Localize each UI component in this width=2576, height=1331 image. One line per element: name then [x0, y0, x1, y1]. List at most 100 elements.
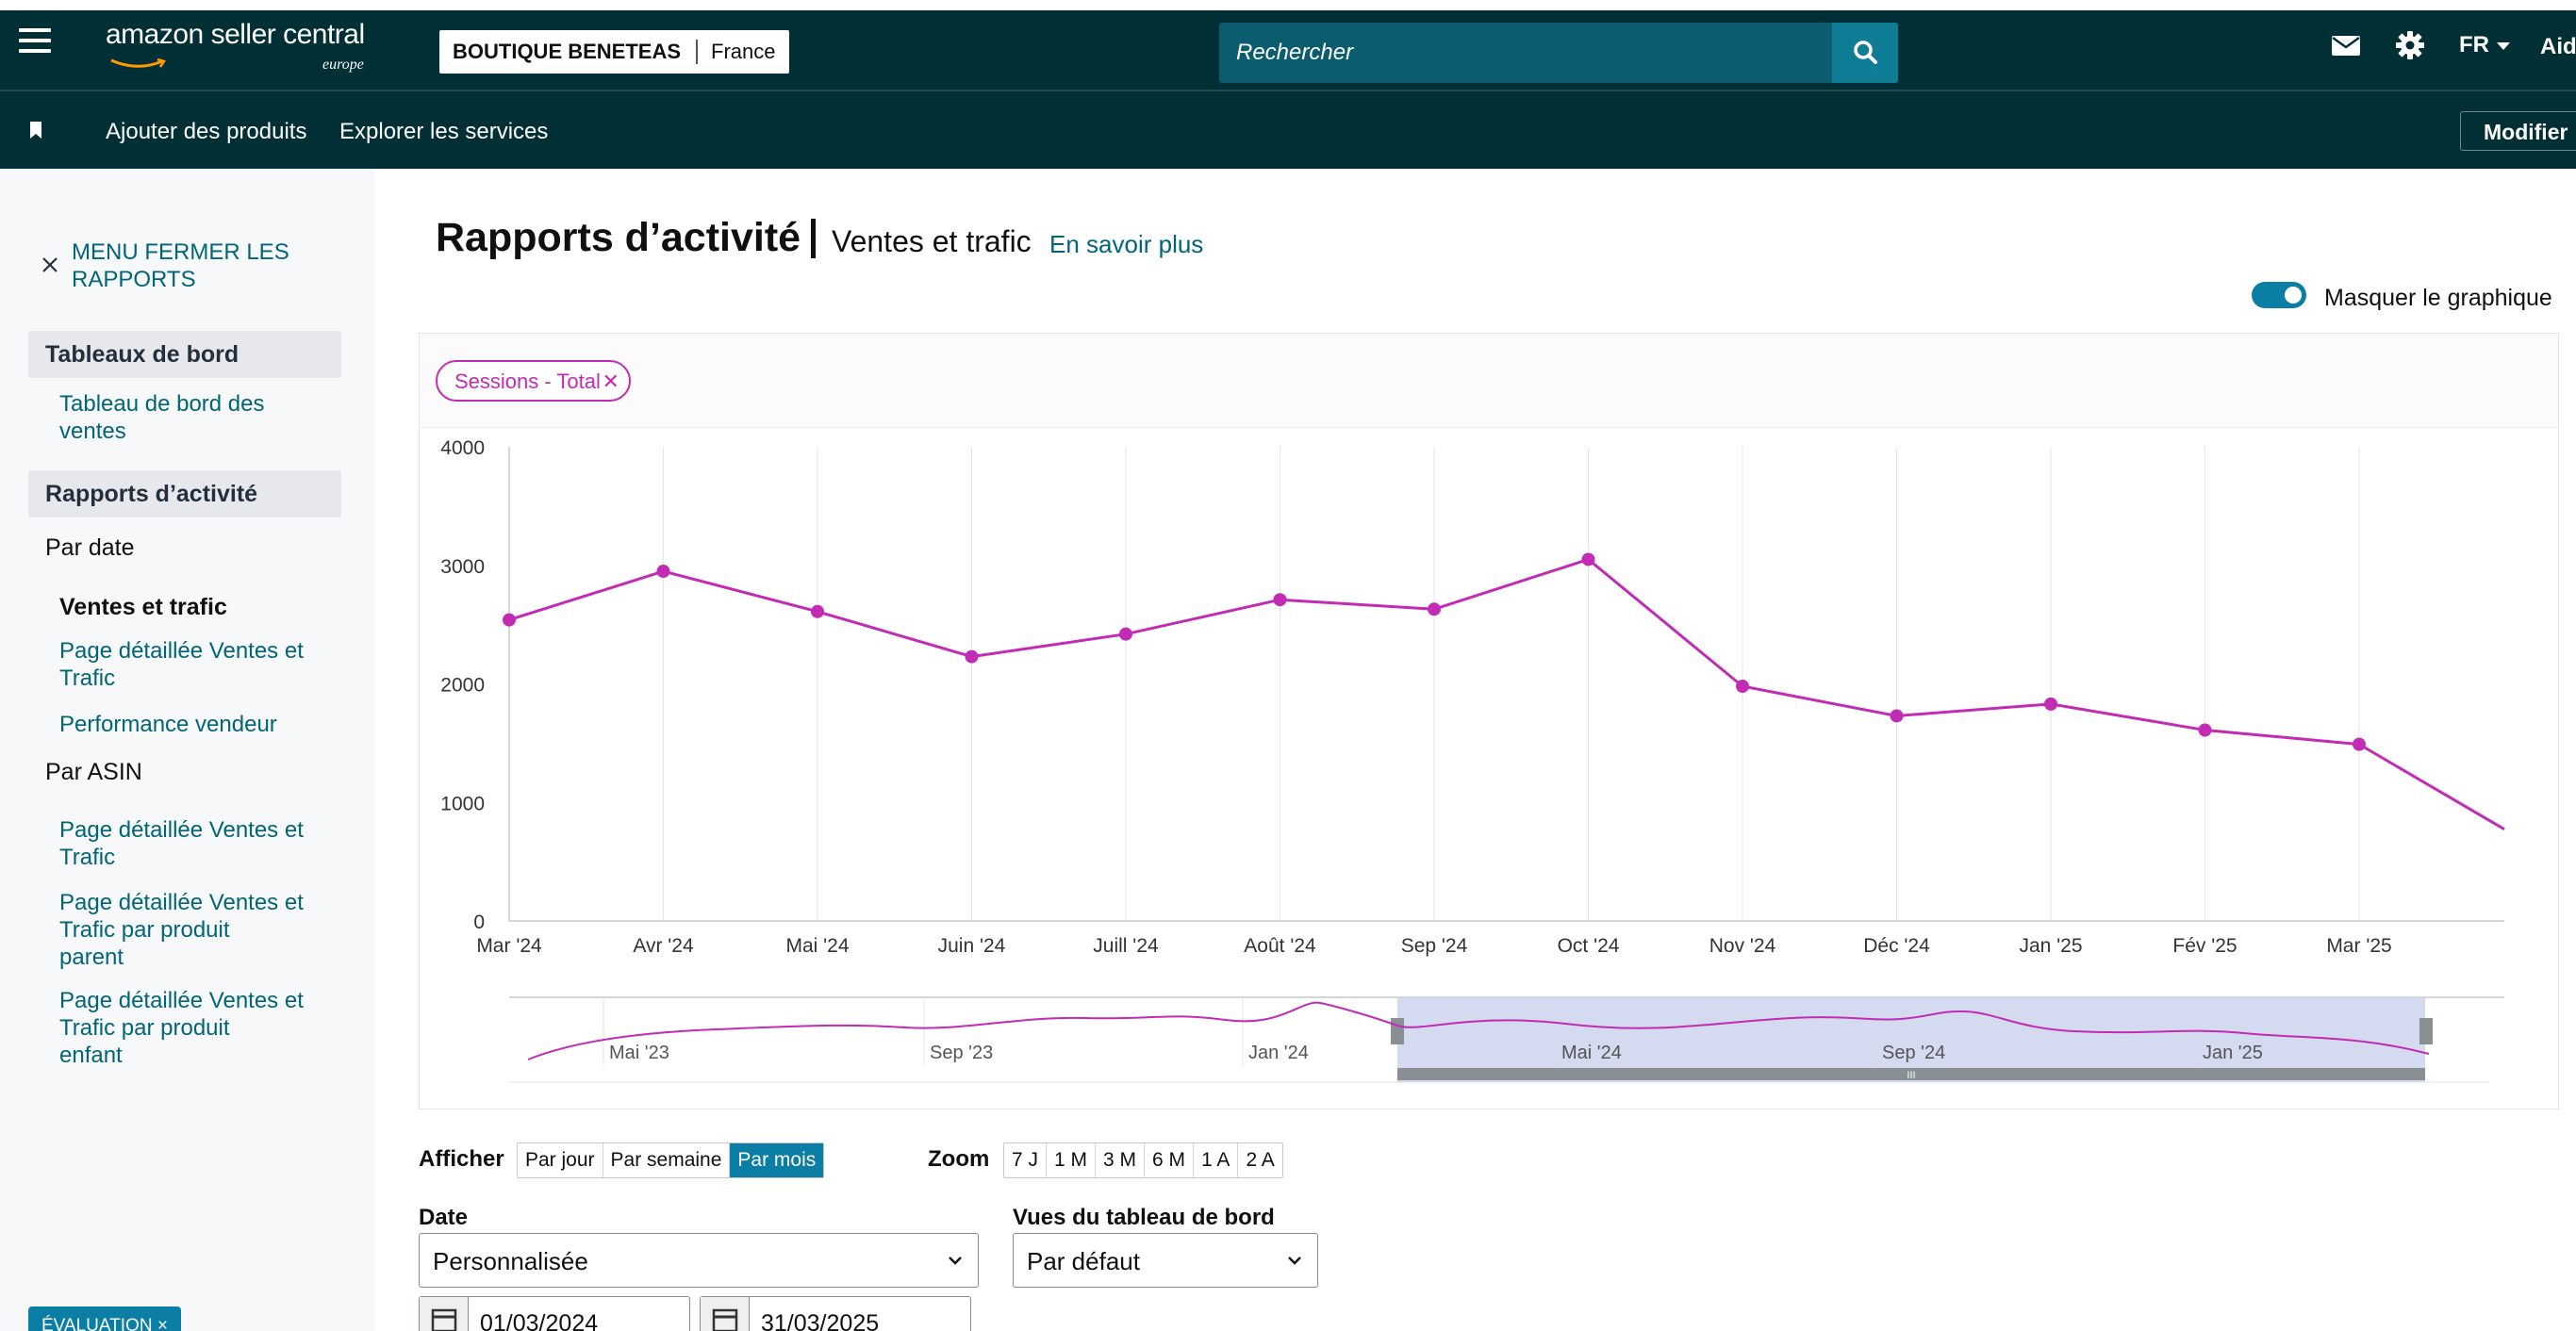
language-label: FR — [2459, 32, 2489, 58]
end-date-value: 31/03/2025 — [761, 1310, 880, 1331]
period-month-button[interactable]: Par mois — [730, 1143, 824, 1177]
start-date-field[interactable]: 01/03/2024 — [419, 1296, 690, 1331]
toggle-knob — [2285, 287, 2302, 304]
sessions-line-chart: 0 1000 2000 3000 4000 Mar '24 Avr '24 Mai '24 Ju… — [440, 437, 2505, 957]
store-country: France — [711, 40, 776, 63]
sidebar-item-asin-parent[interactable]: Page détaillée Ventes et Trafic par prod… — [59, 889, 304, 971]
data-point — [2044, 697, 2057, 711]
group-by-asin: Par ASIN — [45, 759, 142, 785]
period-week-button[interactable]: Par semaine — [603, 1143, 731, 1177]
sidebar-item-label-2: ventes — [59, 419, 126, 444]
zoom-3m-button[interactable]: 3 M — [1096, 1143, 1146, 1177]
x-tick-label: Mar '25 — [2326, 935, 2391, 957]
date-range-value: Personnalisée — [433, 1247, 588, 1275]
sidebar-item-label-3: enfant — [59, 1043, 123, 1068]
data-point — [1736, 680, 1749, 694]
data-point — [2198, 723, 2212, 737]
learn-more-link[interactable]: En savoir plus — [1049, 230, 1204, 258]
y-tick-label: 0 — [473, 912, 485, 933]
menu-icon[interactable] — [19, 28, 51, 53]
period-day-button[interactable]: Par jour — [518, 1143, 603, 1177]
x-tick-label: Juill '24 — [1093, 935, 1159, 957]
date-range-select[interactable]: Personnalisée — [419, 1233, 979, 1288]
search-input[interactable]: Rechercher — [1219, 23, 1898, 83]
search-placeholder: Rechercher — [1236, 40, 1354, 65]
zoom-selector: 7 J 1 M 3 M 6 M 1 A 2 A — [1003, 1142, 1283, 1178]
dashboard-views-value: Par défaut — [1027, 1247, 1140, 1275]
x-tick-label: Oct '24 — [1558, 935, 1620, 957]
store-name: BOUTIQUE BENETEAS — [453, 40, 699, 64]
chip-close-icon[interactable]: ✕ — [602, 370, 619, 393]
hide-chart-toggle[interactable] — [2252, 282, 2306, 308]
close-menu-label-2: RAPPORTS — [72, 267, 196, 292]
sidebar-item-seller-performance[interactable]: Performance vendeur — [59, 712, 277, 737]
add-products-link[interactable]: Ajouter des produits — [106, 119, 307, 144]
navigator-left-handle[interactable] — [1391, 1018, 1404, 1044]
sidebar-item-asin-child[interactable]: Page détaillée Ventes et Trafic par prod… — [59, 987, 304, 1069]
gear-icon[interactable] — [2393, 28, 2427, 62]
navigator-label: Sep '23 — [930, 1043, 993, 1063]
x-tick-label: Mar '24 — [476, 935, 542, 957]
zoom-6m-button[interactable]: 6 M — [1145, 1143, 1195, 1177]
zoom-1y-button[interactable]: 1 A — [1194, 1143, 1239, 1177]
end-date-field[interactable]: 31/03/2025 — [700, 1296, 971, 1331]
display-label: Afficher — [419, 1146, 504, 1172]
feedback-button[interactable]: ÉVALUATION × — [28, 1306, 181, 1331]
close-menu-label: MENU FERMER LES — [72, 239, 289, 265]
page-title: Rapports d’activité — [436, 215, 801, 260]
start-date-value: 01/03/2024 — [480, 1310, 599, 1331]
sidebar-item-sales-traffic-current[interactable]: Ventes et trafic — [59, 594, 227, 620]
x-tick-label: Sep '24 — [1401, 935, 1468, 957]
store-selector[interactable]: BOUTIQUE BENETEAS France — [439, 30, 789, 74]
x-tick-label: Avr '24 — [633, 935, 694, 957]
chevron-down-icon — [949, 1257, 962, 1265]
sidebar-item-label: Page détaillée Ventes et — [59, 817, 304, 843]
dashboard-views-select[interactable]: Par défaut — [1013, 1233, 1318, 1288]
period-selector: Par jour Par semaine Par mois — [517, 1142, 825, 1178]
x-tick-label: Déc '24 — [1863, 935, 1930, 957]
sidebar-item-label-2: Trafic par produit — [59, 1015, 230, 1041]
metric-chip-label: Sessions - Total — [454, 370, 601, 393]
bookmark-icon[interactable] — [28, 121, 43, 140]
explore-services-link[interactable]: Explorer les services — [339, 119, 549, 144]
chart-panel — [419, 333, 2559, 1109]
navigator-right-handle[interactable] — [2419, 1018, 2433, 1044]
sidebar-item-sales-dashboard[interactable]: Tableau de bord des ventes — [59, 390, 265, 445]
sidebar-item-label-2: Trafic — [59, 845, 116, 870]
sidebar-item-label: Page détaillée Ventes et — [59, 638, 304, 664]
sidebar-item-label-2: Trafic par produit — [59, 917, 230, 943]
zoom-2y-button[interactable]: 2 A — [1246, 1149, 1275, 1171]
zoom-7d-button[interactable]: 7 J — [1004, 1143, 1048, 1177]
zoom-1m-button[interactable]: 1 M — [1047, 1143, 1097, 1177]
data-point — [656, 565, 670, 579]
language-selector[interactable]: FR — [2459, 32, 2510, 58]
scrollbar-grip-icon[interactable]: III — [1907, 1070, 1915, 1081]
metric-chip[interactable]: Sessions - Total ✕ — [436, 360, 631, 402]
section-reports: Rapports d’activité — [28, 470, 341, 518]
range-navigator[interactable]: III Mai '23 Sep '23 Jan '24 Mai '24 Sep '24 Ja… — [420, 980, 2574, 1093]
seller-central-logo[interactable]: amazon seller central europe — [106, 19, 365, 73]
sidebar-item-asin-detail[interactable]: Page détaillée Ventes et Trafic — [59, 816, 304, 871]
data-point — [1273, 593, 1287, 607]
edit-button[interactable]: Modifier — [2460, 111, 2576, 151]
calendar-icon[interactable] — [701, 1297, 750, 1331]
mail-icon[interactable] — [2329, 28, 2363, 62]
search-button[interactable] — [1832, 23, 1898, 83]
x-tick-label: Nov '24 — [1709, 935, 1776, 957]
close-icon[interactable] — [41, 256, 58, 273]
section-dashboards: Tableaux de bord — [28, 331, 341, 378]
data-point — [2353, 737, 2366, 751]
navigator-label: Jan '24 — [1248, 1043, 1309, 1063]
sidebar-item-label-3: parent — [59, 945, 124, 970]
title-separator — [811, 219, 816, 258]
close-menu-link[interactable]: MENU FERMER LES RAPPORTS — [72, 238, 289, 293]
logo-smile-icon — [110, 58, 166, 68]
chevron-down-icon — [1288, 1257, 1301, 1265]
sidebar-item-detail-sales-traffic[interactable]: Page détaillée Ventes et Trafic — [59, 637, 304, 692]
help-link[interactable]: Aid — [2540, 34, 2576, 59]
y-tick-label: 2000 — [440, 675, 485, 697]
series-line — [508, 557, 2505, 830]
calendar-icon[interactable] — [420, 1297, 469, 1331]
navigator-scrollbar[interactable] — [1397, 1068, 2425, 1080]
y-tick-label: 1000 — [440, 793, 485, 814]
